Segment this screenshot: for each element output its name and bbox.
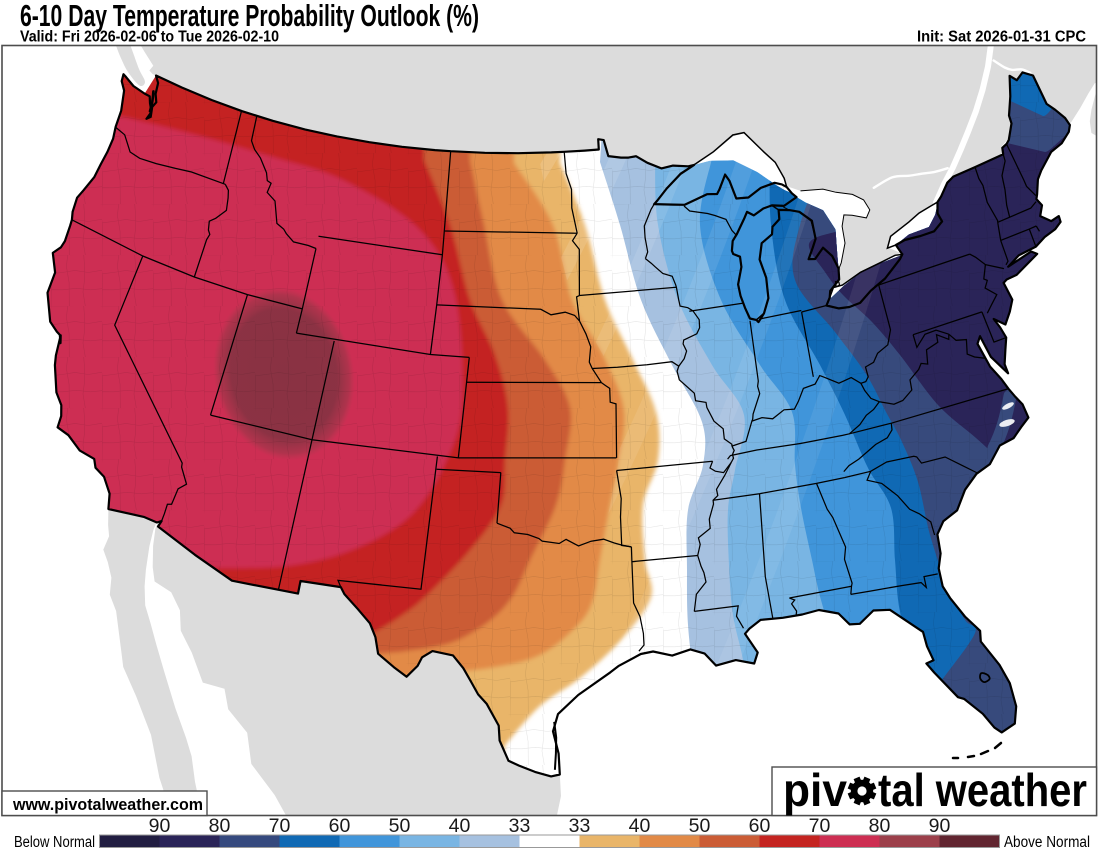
svg-text:40: 40 (449, 815, 471, 837)
svg-text:33: 33 (509, 815, 531, 837)
svg-text:50: 50 (689, 815, 711, 837)
svg-text:Init: Sat 2026-01-31 CPC: Init: Sat 2026-01-31 CPC (917, 29, 1086, 46)
svg-text:Below Normal: Below Normal (14, 834, 95, 850)
svg-text:80: 80 (869, 815, 891, 837)
svg-text:Valid: Fri 2026-02-06 to Tue 2: Valid: Fri 2026-02-06 to Tue 2026-02-10 (20, 29, 279, 46)
svg-text:piv: piv (783, 764, 847, 816)
svg-text:60: 60 (749, 815, 771, 837)
svg-text:70: 70 (809, 815, 831, 837)
svg-text:90: 90 (929, 815, 951, 837)
svg-text:90: 90 (149, 815, 171, 837)
svg-text:6-10 Day Temperature Probabili: 6-10 Day Temperature Probability Outlook… (20, 0, 479, 33)
svg-text:70: 70 (269, 815, 291, 837)
svg-text:33: 33 (569, 815, 591, 837)
svg-text:tal weather: tal weather (878, 764, 1087, 816)
svg-text:Above Normal: Above Normal (1004, 834, 1090, 850)
svg-text:www.pivotalweather.com: www.pivotalweather.com (12, 795, 203, 814)
svg-text:50: 50 (389, 815, 411, 837)
svg-text:60: 60 (329, 815, 351, 837)
svg-text:80: 80 (209, 815, 231, 837)
svg-text:40: 40 (629, 815, 651, 837)
